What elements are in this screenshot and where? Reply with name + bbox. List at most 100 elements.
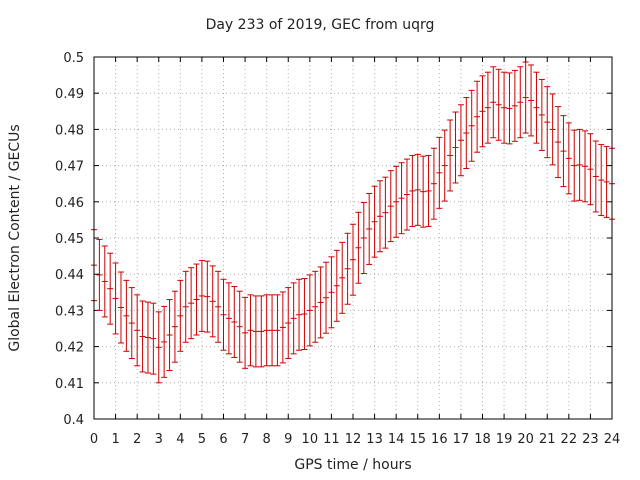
error-bar-point xyxy=(501,71,508,144)
error-bar-point xyxy=(296,278,303,351)
error-bar-point xyxy=(414,153,421,226)
error-bar-point xyxy=(468,89,475,162)
x-tick-label: 17 xyxy=(453,432,470,447)
x-tick-label: 3 xyxy=(155,432,163,447)
error-bar-point xyxy=(603,145,610,218)
x-tick-label: 24 xyxy=(604,432,621,447)
error-bar-point xyxy=(490,66,497,139)
error-bar-point xyxy=(538,78,545,151)
x-tick-label: 0 xyxy=(90,432,98,447)
error-bar-point xyxy=(484,71,491,144)
x-tick-label: 9 xyxy=(284,432,292,447)
error-bar-point xyxy=(517,66,524,139)
y-tick-label: 0.45 xyxy=(55,232,84,247)
error-bar-point xyxy=(393,165,400,238)
error-bar-point xyxy=(387,170,394,243)
error-bar-point xyxy=(215,270,222,343)
x-tick-label: 18 xyxy=(474,432,491,447)
error-bar-point xyxy=(144,301,151,374)
error-bar-point xyxy=(376,180,383,253)
error-bar-point xyxy=(555,106,562,179)
y-tick-label: 0.4 xyxy=(63,413,84,428)
x-tick-label: 2 xyxy=(133,432,141,447)
error-bar-point xyxy=(565,122,572,195)
error-bar-point xyxy=(193,263,200,336)
x-tick-label: 6 xyxy=(219,432,227,447)
error-bar-point xyxy=(344,232,351,305)
error-bar-point xyxy=(463,97,470,169)
error-bar-point xyxy=(177,279,184,352)
error-bar-point xyxy=(171,290,178,363)
error-bar-point xyxy=(301,278,308,350)
x-tick-label: 21 xyxy=(539,432,556,447)
error-bar-point xyxy=(166,299,173,371)
error-bar-point xyxy=(328,256,335,329)
chart-title: Day 233 of 2019, GEC from uqrg xyxy=(205,17,435,33)
error-bar-point xyxy=(366,192,373,265)
error-bar-point xyxy=(533,71,540,144)
x-tick-label: 13 xyxy=(366,432,383,447)
x-tick-label: 12 xyxy=(345,432,362,447)
x-tick-label: 8 xyxy=(263,432,271,447)
error-bar-point xyxy=(403,158,410,231)
x-tick-label: 15 xyxy=(409,432,426,447)
x-tick-label: 19 xyxy=(496,432,513,447)
error-bar-point xyxy=(474,80,481,153)
error-bar-point xyxy=(96,238,103,311)
error-bar-point xyxy=(225,282,232,355)
y-tick-label: 0.44 xyxy=(55,268,84,283)
error-bar-point xyxy=(522,61,529,134)
error-bar-point xyxy=(441,129,448,202)
error-bar-point xyxy=(155,311,162,384)
error-bar-point xyxy=(123,279,130,352)
y-tick-label: 0.42 xyxy=(55,341,84,356)
error-bar-point xyxy=(479,75,486,148)
x-tick-label: 16 xyxy=(431,432,448,447)
error-bar-point xyxy=(279,291,286,364)
error-bar-point xyxy=(430,147,437,220)
error-bar-point xyxy=(204,260,211,333)
error-bar-point xyxy=(436,136,443,209)
x-tick-label: 22 xyxy=(561,432,578,447)
x-tick-label: 5 xyxy=(198,432,206,447)
error-bar-point xyxy=(333,249,340,322)
error-bar-point xyxy=(317,266,324,339)
error-bar-point xyxy=(409,154,416,227)
error-bar-point xyxy=(592,140,599,213)
error-bar-point xyxy=(511,69,518,142)
x-tick-label: 20 xyxy=(517,432,534,447)
error-bar-point xyxy=(425,154,432,227)
y-tick-label: 0.49 xyxy=(55,87,84,102)
y-tick-label: 0.5 xyxy=(63,51,84,66)
error-bar-point xyxy=(382,176,389,249)
axis-ticks: 0 1 2 3 4 5 6 7 8 9 10 11 12 13 14 15 16 17 18 19 20 21 22 23 24… xyxy=(55,51,620,447)
error-bar-point xyxy=(447,119,454,192)
y-tick-label: 0.48 xyxy=(55,123,84,138)
error-bar-point xyxy=(360,202,367,274)
error-bar-point xyxy=(285,287,292,360)
error-bar-point xyxy=(139,300,146,373)
error-bar-point xyxy=(452,111,459,184)
x-tick-label: 23 xyxy=(582,432,599,447)
error-bar-point xyxy=(107,252,114,325)
error-bar-point xyxy=(528,64,535,137)
error-bar-point xyxy=(182,270,189,343)
error-bar-point xyxy=(598,144,605,217)
error-bar-point xyxy=(350,223,356,296)
error-bar-point xyxy=(128,287,135,360)
error-bar-point xyxy=(495,68,502,141)
error-bar-point xyxy=(161,305,168,378)
error-bar-point xyxy=(112,262,119,335)
error-bar-point xyxy=(252,295,259,368)
error-bar-point xyxy=(231,286,238,358)
error-bar-point xyxy=(560,115,567,188)
error-bar-point xyxy=(101,245,108,318)
x-tick-label: 14 xyxy=(388,432,405,447)
error-bar-point xyxy=(150,302,157,375)
y-tick-label: 0.43 xyxy=(55,304,84,319)
x-tick-label: 10 xyxy=(302,432,319,447)
error-bar-point xyxy=(220,278,227,351)
error-bar-point xyxy=(258,295,265,368)
error-bar-point xyxy=(339,241,346,314)
